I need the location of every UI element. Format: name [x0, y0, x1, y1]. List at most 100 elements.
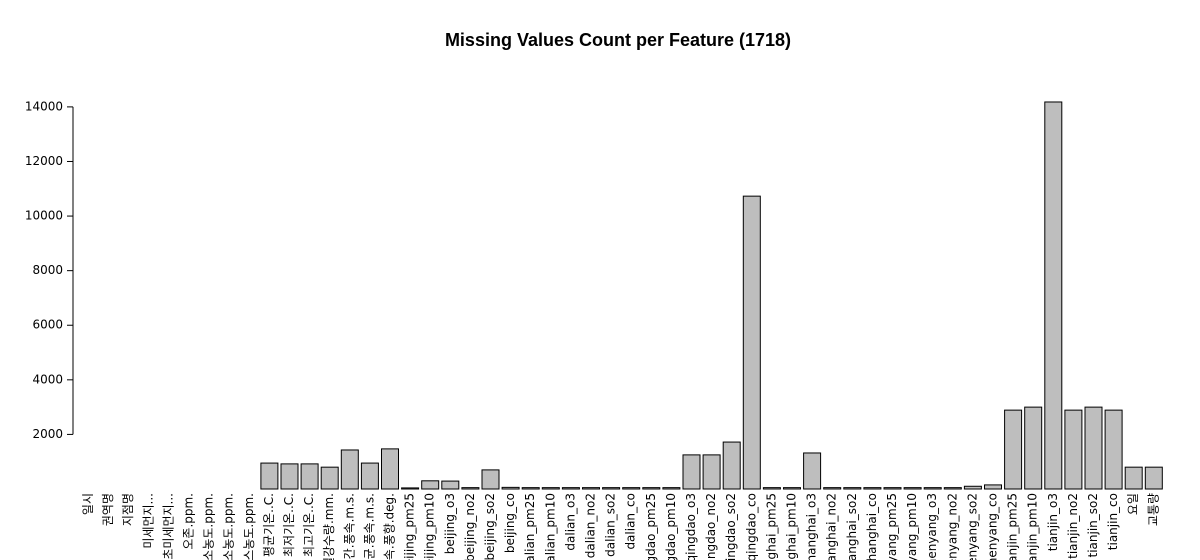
x-tick-label: qingdao_o3 — [684, 493, 698, 560]
bar — [682, 454, 701, 490]
bar — [943, 487, 962, 490]
x-tick-label: shenyang_so2 — [965, 493, 979, 560]
bar — [1064, 409, 1083, 490]
x-tick-label: 미세먼지... — [141, 493, 155, 549]
bar — [722, 441, 741, 490]
bar — [863, 487, 882, 490]
x-tick-label: shenyang_no2 — [945, 493, 959, 560]
x-tick-label: tianjin_co — [1106, 493, 1120, 550]
bar — [823, 487, 842, 490]
y-tick-label: 12000 — [25, 154, 63, 168]
x-tick-label: dalian_o3 — [563, 493, 577, 551]
x-tick-label: shanghai_no2 — [825, 493, 839, 560]
x-tick-label: 지점명 — [121, 493, 135, 526]
x-tick-label: qingdao_no2 — [704, 493, 718, 560]
bar — [541, 487, 560, 490]
bar — [762, 487, 781, 490]
x-tick-label: shanghai_so2 — [845, 493, 859, 560]
x-tick-label: shanghai_co — [865, 493, 879, 560]
x-tick-label: tianjin_pm25 — [1006, 493, 1020, 560]
x-tick-label: 권역명 — [101, 493, 115, 526]
bar — [903, 487, 922, 490]
bar — [561, 487, 580, 490]
x-tick-label: 아황산가스농도.ppm. — [242, 493, 256, 560]
x-tick-label: qingdao_so2 — [724, 493, 738, 560]
bar — [300, 463, 319, 490]
x-tick-label: 이산화질소농도.ppm. — [202, 493, 216, 560]
x-tick-label: shenyang_co — [986, 493, 1000, 560]
bar — [360, 462, 379, 490]
x-tick-label: dalian_so2 — [604, 493, 618, 557]
bar — [622, 487, 641, 490]
x-tick-label: 초미세먼지... — [161, 493, 175, 560]
bar — [481, 469, 500, 490]
y-tick-label: 8000 — [32, 263, 63, 277]
bar — [883, 487, 902, 490]
x-tick-label: shanghai_pm25 — [764, 493, 778, 560]
bar — [783, 487, 801, 490]
y-tick-label: 14000 — [25, 99, 63, 113]
x-tick-label: beijing_no2 — [463, 493, 477, 560]
bar — [582, 487, 600, 490]
bar — [1044, 101, 1063, 490]
x-tick-label: tianjin_so2 — [1086, 493, 1100, 558]
x-tick-label: qingdao_pm10 — [664, 493, 678, 560]
bar — [1084, 406, 1103, 490]
x-tick-label: tianjin_pm10 — [1026, 493, 1040, 560]
bar — [1144, 466, 1163, 490]
x-tick-label: dalian_pm10 — [543, 493, 557, 560]
x-tick-label: 평균.풍속.m.s. — [362, 493, 376, 560]
x-tick-label: 일강수량.mm. — [322, 493, 336, 560]
bar — [642, 487, 661, 490]
x-tick-label: 최고기온..C. — [302, 493, 316, 557]
bar — [1104, 409, 1123, 490]
bar — [340, 449, 359, 490]
x-tick-label: beijing_pm10 — [423, 493, 437, 560]
bar — [843, 487, 862, 490]
bar — [1124, 466, 1143, 490]
x-tick-label: beijing_o3 — [443, 493, 457, 554]
x-tick-label: dalian_no2 — [584, 493, 598, 558]
x-tick-label: 요일 — [1126, 493, 1140, 515]
x-tick-label: qingdao_pm25 — [644, 493, 658, 560]
bar — [401, 487, 420, 490]
x-tick-label: shenyang_o3 — [925, 493, 939, 560]
x-tick-label: beijing_co — [503, 493, 517, 553]
y-tick-label: 2000 — [32, 427, 63, 441]
bar — [984, 484, 1002, 490]
x-tick-label: shenyang_pm25 — [885, 493, 899, 560]
bar — [381, 448, 399, 490]
x-tick-label: dalian_co — [624, 493, 638, 550]
chart-title: Missing Values Count per Feature (1718) — [445, 30, 791, 50]
bar — [421, 480, 440, 490]
x-tick-label: 최저기온..C. — [282, 493, 296, 557]
x-tick-label: 오존.ppm. — [182, 493, 196, 550]
bar — [702, 454, 721, 490]
x-tick-label: 교통량 — [1146, 493, 1160, 526]
bar — [602, 487, 621, 490]
x-tick-label: beijing_pm25 — [403, 493, 417, 560]
bar — [260, 462, 279, 490]
x-tick-label: 평균기온..C. — [262, 493, 276, 557]
x-tick-label: beijing_so2 — [483, 493, 497, 560]
bar — [280, 463, 299, 490]
bar — [662, 487, 681, 490]
bar — [1004, 409, 1023, 490]
x-tick-label: 일산화탄소농도.ppm. — [222, 493, 236, 560]
x-tick-label: qingdao_co — [744, 493, 758, 560]
x-tick-label: 순간.풍속.m.s. — [342, 493, 356, 560]
bar — [742, 195, 761, 490]
bar — [501, 486, 520, 490]
x-tick-label: tianjin_no2 — [1066, 493, 1080, 559]
bar — [963, 485, 982, 490]
bar — [320, 466, 339, 490]
bar — [521, 487, 540, 490]
bar — [1024, 406, 1043, 490]
x-tick-label: 풍속.풍향.deg. — [383, 493, 397, 560]
y-tick-label: 10000 — [25, 209, 63, 223]
x-tick-label: shanghai_o3 — [805, 493, 819, 560]
bar — [441, 480, 460, 490]
x-tick-label: shanghai_pm10 — [785, 493, 799, 560]
y-tick-label: 6000 — [32, 318, 63, 332]
